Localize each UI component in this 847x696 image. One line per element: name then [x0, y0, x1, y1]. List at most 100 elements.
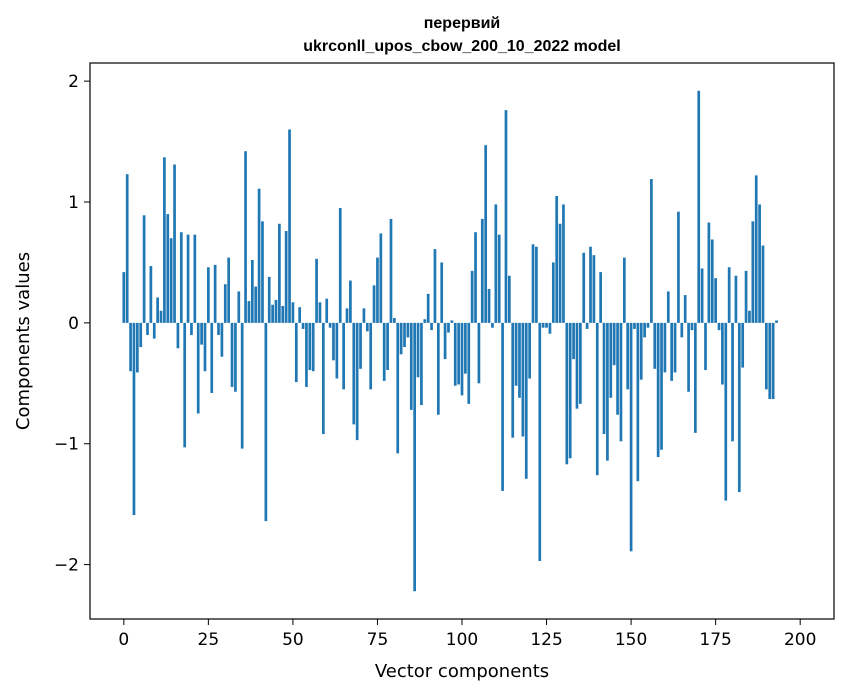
bar-167 — [687, 322, 690, 392]
bar-31 — [227, 257, 231, 323]
bar-150 — [629, 322, 633, 552]
bar-3 — [132, 322, 136, 516]
bar-62 — [332, 322, 335, 361]
bar-6 — [142, 215, 146, 323]
x-tick-label: 175 — [699, 630, 731, 650]
bar-22 — [196, 322, 200, 414]
bar-63 — [335, 322, 339, 379]
bar-56 — [311, 322, 315, 372]
bar-135 — [579, 322, 582, 404]
bar-10 — [156, 297, 159, 323]
bar-12 — [163, 157, 166, 323]
bar-5 — [139, 322, 143, 348]
bar-74 — [372, 285, 376, 323]
bar-140 — [595, 322, 599, 476]
bar-26 — [210, 322, 214, 393]
bar-78 — [386, 322, 389, 371]
y-tick-label: 1 — [68, 193, 79, 213]
bar-58 — [318, 302, 322, 323]
bar-59 — [321, 322, 325, 435]
bar-93 — [436, 322, 440, 415]
bar-88 — [420, 322, 423, 406]
bar-19 — [186, 234, 190, 323]
bar-15 — [173, 164, 176, 323]
bar-68 — [352, 322, 356, 425]
bar-162 — [670, 322, 674, 381]
bar-138 — [589, 246, 592, 323]
bar-73 — [369, 322, 373, 390]
bar-13 — [166, 214, 170, 323]
bar-97 — [450, 320, 454, 323]
x-tick-label: 25 — [198, 630, 220, 650]
bar-82 — [399, 322, 403, 355]
bar-23 — [200, 322, 203, 345]
bar-52 — [298, 307, 302, 323]
bar-60 — [325, 298, 329, 323]
bar-142 — [602, 322, 606, 435]
x-tick-label: 125 — [530, 630, 562, 650]
bar-111 — [497, 234, 501, 323]
y-tick-label: 0 — [68, 314, 79, 334]
bar-32 — [230, 322, 234, 387]
bar-55 — [308, 322, 312, 371]
bar-21 — [193, 234, 197, 323]
y-tick-label: −2 — [54, 556, 79, 576]
x-tick-label: 200 — [784, 630, 816, 650]
bar-191 — [768, 322, 772, 400]
bar-141 — [599, 272, 603, 323]
bar-57 — [315, 258, 318, 323]
bar-116 — [514, 322, 518, 386]
bar-182 — [737, 322, 741, 493]
bar-25 — [207, 267, 210, 323]
bar-94 — [440, 262, 444, 323]
bar-137 — [585, 322, 589, 329]
bar-48 — [284, 231, 288, 323]
bar-34 — [237, 291, 241, 323]
bar-139 — [592, 255, 596, 323]
bar-188 — [758, 204, 761, 323]
bar-69 — [355, 322, 359, 441]
x-axis-ticks: 0 25 50 75 100 125 150 175 200 — [118, 619, 816, 650]
bar-114 — [507, 275, 511, 323]
x-tick-label: 75 — [367, 630, 389, 650]
bar-107 — [484, 145, 488, 323]
bar-123 — [538, 322, 542, 561]
bar-2 — [129, 322, 132, 372]
x-tick-label: 0 — [118, 630, 129, 650]
bar-47 — [281, 305, 285, 323]
bar-112 — [501, 322, 504, 491]
bar-110 — [494, 204, 498, 323]
bar-117 — [518, 322, 521, 398]
bar-119 — [524, 322, 528, 479]
y-tick-label: −1 — [54, 435, 79, 455]
bar-157 — [653, 322, 657, 369]
bar-49 — [288, 129, 291, 323]
bar-158 — [656, 322, 660, 458]
bar-153 — [639, 322, 643, 380]
bar-124 — [541, 322, 545, 328]
bar-71 — [362, 308, 366, 323]
bar-113 — [504, 110, 508, 323]
bar-27 — [213, 264, 217, 323]
bar-104 — [474, 232, 477, 323]
bar-79 — [389, 218, 393, 323]
bar-series — [122, 90, 778, 592]
bar-1 — [125, 174, 129, 323]
bar-76 — [379, 233, 383, 323]
bar-177 — [721, 322, 724, 385]
bar-64 — [338, 208, 342, 323]
bar-86 — [413, 322, 417, 592]
bar-171 — [700, 268, 704, 323]
bar-146 — [616, 322, 619, 415]
bar-103 — [470, 270, 474, 323]
bar-90 — [426, 293, 430, 323]
bar-38 — [250, 260, 254, 323]
bar-108 — [487, 289, 491, 323]
bar-43 — [267, 276, 271, 323]
bar-155 — [646, 322, 650, 328]
bar-136 — [582, 252, 586, 323]
bar-4 — [135, 322, 139, 373]
bar-149 — [626, 322, 630, 390]
bar-127 — [551, 262, 555, 323]
